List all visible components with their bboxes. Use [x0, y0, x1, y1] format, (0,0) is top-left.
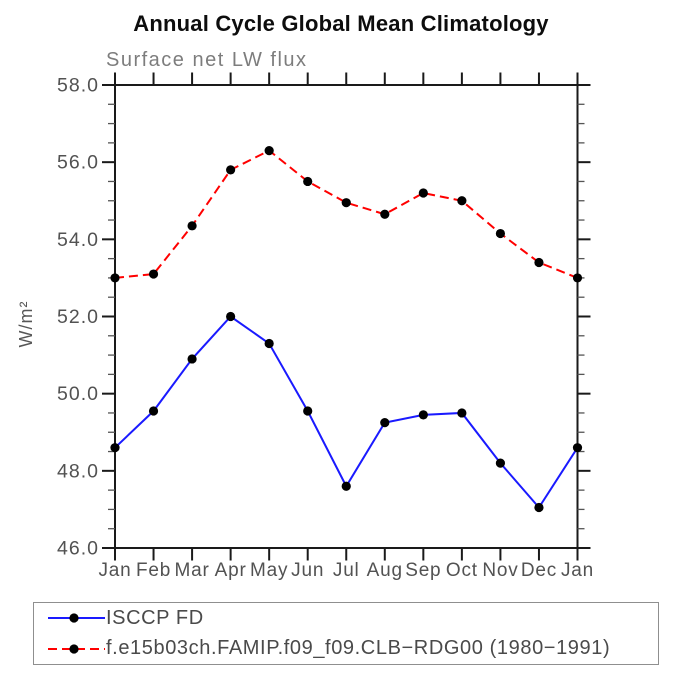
legend-marker-icon — [69, 644, 79, 654]
data-point-marker — [418, 410, 428, 420]
series-0 — [110, 311, 583, 513]
data-point-marker — [572, 443, 583, 453]
y-tick-label: 48.0 — [57, 460, 99, 482]
y-tick-label: 58.0 — [57, 75, 99, 97]
data-point-marker — [187, 354, 197, 364]
data-point-marker — [264, 338, 274, 349]
x-tick-label: Aug — [367, 560, 403, 581]
x-tick-label: Oct — [446, 560, 478, 581]
data-point-marker — [457, 196, 467, 206]
x-tick-label: Sep — [405, 560, 441, 581]
data-point-marker — [303, 176, 313, 187]
legend-item-0: ISCCP FD — [34, 603, 658, 633]
data-point-marker — [110, 443, 120, 453]
x-tick-label: Jan — [98, 560, 131, 581]
y-tick-label: 54.0 — [57, 229, 99, 251]
x-axis-tick-labels: Jan Feb Mar Apr May Jun Jul Aug Sep Oct Nov Dec Jan — [98, 560, 594, 581]
data-point-marker — [148, 269, 159, 279]
y-tick-label: 52.0 — [57, 306, 99, 328]
plot-frame — [114, 84, 579, 549]
chart-title: Annual Cycle Global Mean Climatology — [133, 11, 549, 36]
data-point-marker — [534, 257, 544, 268]
data-point-marker — [495, 458, 506, 468]
x-tick-label: Jun — [291, 560, 324, 581]
data-point-marker — [187, 221, 197, 231]
legend-line-sample — [48, 613, 105, 623]
x-tick-label: May — [250, 560, 288, 581]
series-line — [114, 315, 579, 510]
legend-label: f.e15b03ch.FAMIP.f09_f09.CLB−RDG00 (1980… — [106, 637, 611, 660]
data-point-marker — [226, 165, 236, 175]
x-tick-label: Nov — [482, 560, 518, 581]
data-point-marker — [495, 228, 506, 239]
data-point-marker — [264, 145, 274, 156]
x-tick-label: Jul — [333, 560, 360, 581]
data-point-marker — [572, 273, 583, 283]
data-point-marker — [303, 406, 313, 416]
data-point-marker — [341, 198, 351, 208]
y-tick-label: 50.0 — [57, 383, 99, 405]
data-point-marker — [148, 406, 159, 416]
data-point-marker — [418, 188, 428, 198]
x-tick-label: Feb — [136, 560, 171, 581]
y-axis-ticks — [102, 84, 591, 549]
x-tick-label: Dec — [521, 560, 557, 581]
x-tick-label: Jan — [561, 560, 594, 581]
legend-marker-icon — [69, 613, 79, 623]
data-point-marker — [534, 502, 544, 513]
data-point-marker — [226, 311, 236, 322]
data-point-marker — [380, 209, 390, 219]
data-point-marker — [110, 273, 120, 283]
data-point-marker — [380, 418, 390, 428]
legend-item-1: f.e15b03ch.FAMIP.f09_f09.CLB−RDG00 (1980… — [34, 634, 658, 664]
y-axis-tick-labels: 46.0 48.0 50.0 52.0 54.0 56.0 58.0 — [57, 75, 99, 560]
y-tick-label: 56.0 — [57, 152, 99, 174]
x-tick-label: Mar — [175, 560, 210, 581]
x-tick-label: Apr — [215, 560, 247, 581]
legend-line-sample — [48, 644, 105, 654]
series-1 — [110, 145, 583, 283]
data-point-marker — [457, 408, 467, 418]
series-line — [114, 149, 578, 279]
y-tick-label: 46.0 — [57, 538, 99, 560]
x-axis-ticks — [114, 72, 579, 561]
data-point-marker — [341, 481, 351, 491]
legend-label: ISCCP FD — [106, 606, 204, 629]
legend-box: ISCCP FD f.e15b03ch.FAMIP.f09_f09.CLB−RDG… — [33, 602, 659, 665]
chart-subtitle: Surface net LW flux — [106, 49, 308, 71]
